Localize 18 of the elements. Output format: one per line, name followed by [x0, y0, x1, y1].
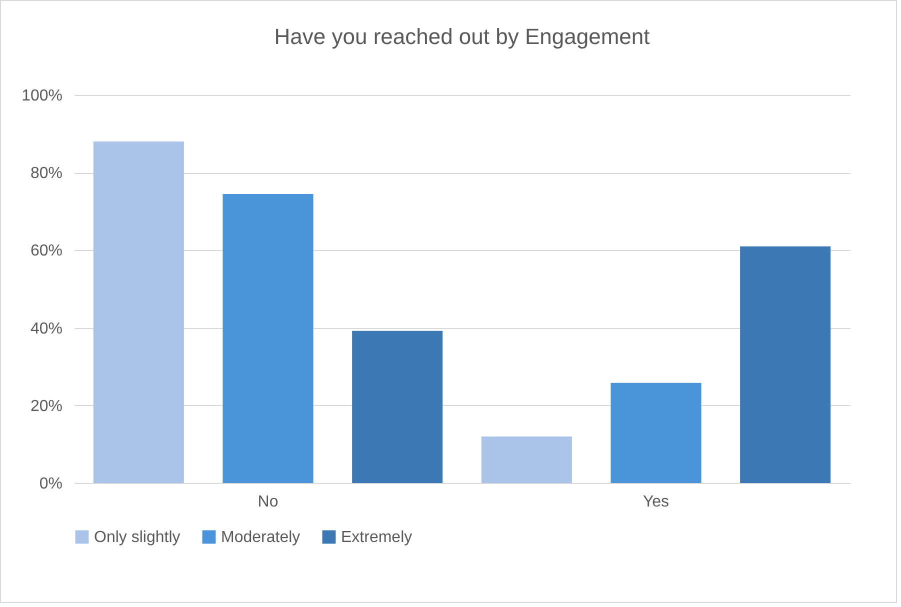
bar: [352, 330, 443, 483]
bar: [740, 246, 831, 483]
legend-label: Moderately: [221, 529, 300, 546]
legend-label: Extremely: [341, 529, 412, 546]
y-tick-label: 40%: [30, 320, 62, 338]
y-tick-label: 0%: [39, 476, 62, 492]
bar: [222, 194, 314, 483]
bar: [610, 382, 702, 483]
y-tick-label: 60%: [30, 242, 62, 260]
y-tick-label: 20%: [30, 398, 62, 415]
x-tick-label: Yes: [642, 494, 670, 510]
y-tick-label: 100%: [22, 88, 62, 104]
x-tick-label: No: [258, 494, 278, 510]
bar: [481, 436, 572, 483]
legend-label: Only slightly: [94, 529, 180, 546]
bar: [93, 142, 184, 483]
chart-title: Have you reached out by Engagement: [274, 24, 650, 49]
y-tick-label: 80%: [30, 165, 62, 182]
